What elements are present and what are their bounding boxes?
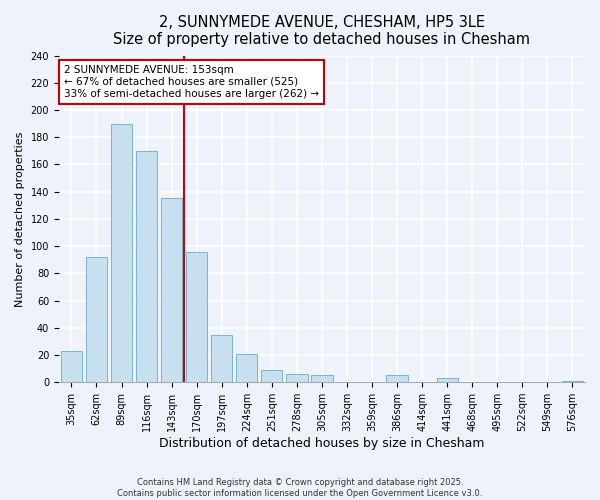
Bar bbox=[437, 378, 458, 382]
Bar bbox=[161, 198, 182, 382]
Bar bbox=[136, 151, 157, 382]
Bar bbox=[186, 252, 208, 382]
Text: 2 SUNNYMEDE AVENUE: 153sqm
← 67% of detached houses are smaller (525)
33% of sem: 2 SUNNYMEDE AVENUE: 153sqm ← 67% of deta… bbox=[64, 66, 319, 98]
Bar bbox=[111, 124, 132, 382]
X-axis label: Distribution of detached houses by size in Chesham: Distribution of detached houses by size … bbox=[159, 437, 485, 450]
Bar bbox=[562, 381, 583, 382]
Bar bbox=[261, 370, 283, 382]
Text: Contains HM Land Registry data © Crown copyright and database right 2025.
Contai: Contains HM Land Registry data © Crown c… bbox=[118, 478, 482, 498]
Bar bbox=[61, 351, 82, 382]
Bar bbox=[386, 376, 408, 382]
Bar bbox=[236, 354, 257, 382]
Bar bbox=[86, 257, 107, 382]
Bar bbox=[211, 334, 232, 382]
Y-axis label: Number of detached properties: Number of detached properties bbox=[15, 131, 25, 306]
Bar bbox=[311, 376, 332, 382]
Bar bbox=[286, 374, 308, 382]
Title: 2, SUNNYMEDE AVENUE, CHESHAM, HP5 3LE
Size of property relative to detached hous: 2, SUNNYMEDE AVENUE, CHESHAM, HP5 3LE Si… bbox=[113, 15, 530, 48]
